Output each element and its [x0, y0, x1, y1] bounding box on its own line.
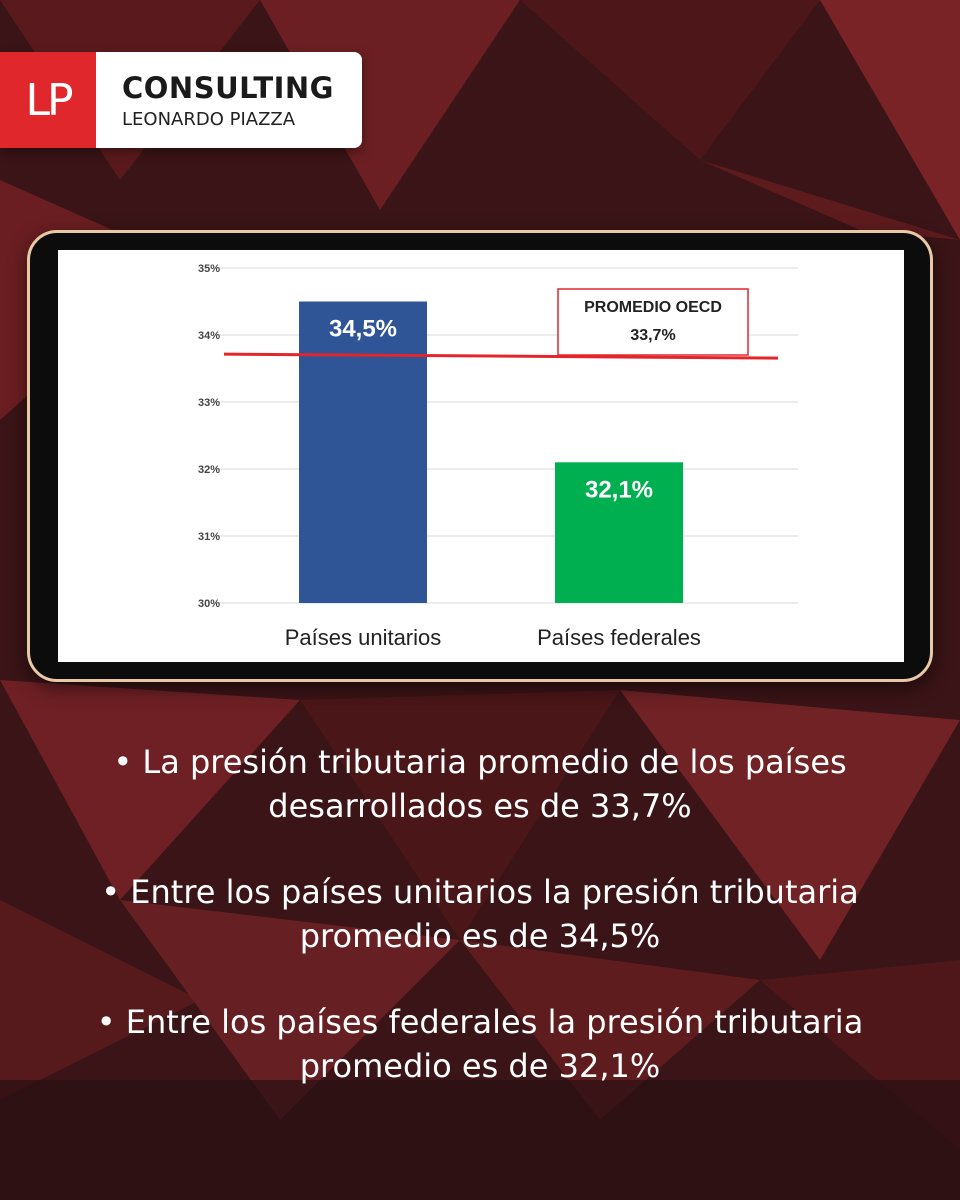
bar-value-label: 32,1% [585, 476, 653, 503]
tablet-frame: 30% 31% 32% 33% 34% 35% 34,5% Países unitarios 3… [27, 230, 933, 682]
bullet-text: La presión tributaria promedio de los pa… [142, 743, 847, 825]
y-tick-label: 30% [198, 598, 220, 610]
bullet-text: Entre los países unitarios la presión tr… [130, 873, 859, 955]
oecd-label-box [557, 288, 749, 356]
chart-screen: 30% 31% 32% 33% 34% 35% 34,5% Países unitarios 3… [58, 250, 904, 662]
logo-mark: LP [0, 52, 96, 148]
x-category-label: Países unitarios [285, 625, 442, 650]
bullet-item: • Entre los países unitarios la presión … [101, 873, 859, 955]
oecd-average-line [223, 352, 779, 360]
bullet-item: • Entre los países federales la presión … [96, 1003, 864, 1085]
y-tick-label: 34% [198, 330, 220, 342]
y-tick-label: 35% [198, 263, 220, 275]
bar [555, 462, 683, 603]
logo-name: CONSULTING [122, 70, 334, 105]
bullet-list: • La presión tributaria promedio de los … [60, 740, 900, 1130]
bullet-item: • La presión tributaria promedio de los … [113, 743, 847, 825]
bullet-text: Entre los países federales la presión tr… [125, 1003, 864, 1085]
y-tick-label: 32% [198, 464, 220, 476]
brand-logo: LP CONSULTING LEONARDO PIAZZA [0, 52, 362, 148]
bar [299, 301, 427, 603]
oecd-label-title: PROMEDIO OECD [584, 299, 722, 316]
oecd-label-value: 33,7% [630, 327, 675, 344]
x-category-label: Países federales [537, 625, 701, 650]
logo-text: CONSULTING LEONARDO PIAZZA [96, 52, 362, 148]
bar-chart: 30% 31% 32% 33% 34% 35% 34,5% Países unitarios 3… [198, 263, 798, 650]
y-tick-label: 31% [198, 531, 220, 543]
y-tick-label: 33% [198, 397, 220, 409]
logo-subtitle: LEONARDO PIAZZA [122, 108, 296, 130]
bar-value-label: 34,5% [329, 316, 397, 343]
